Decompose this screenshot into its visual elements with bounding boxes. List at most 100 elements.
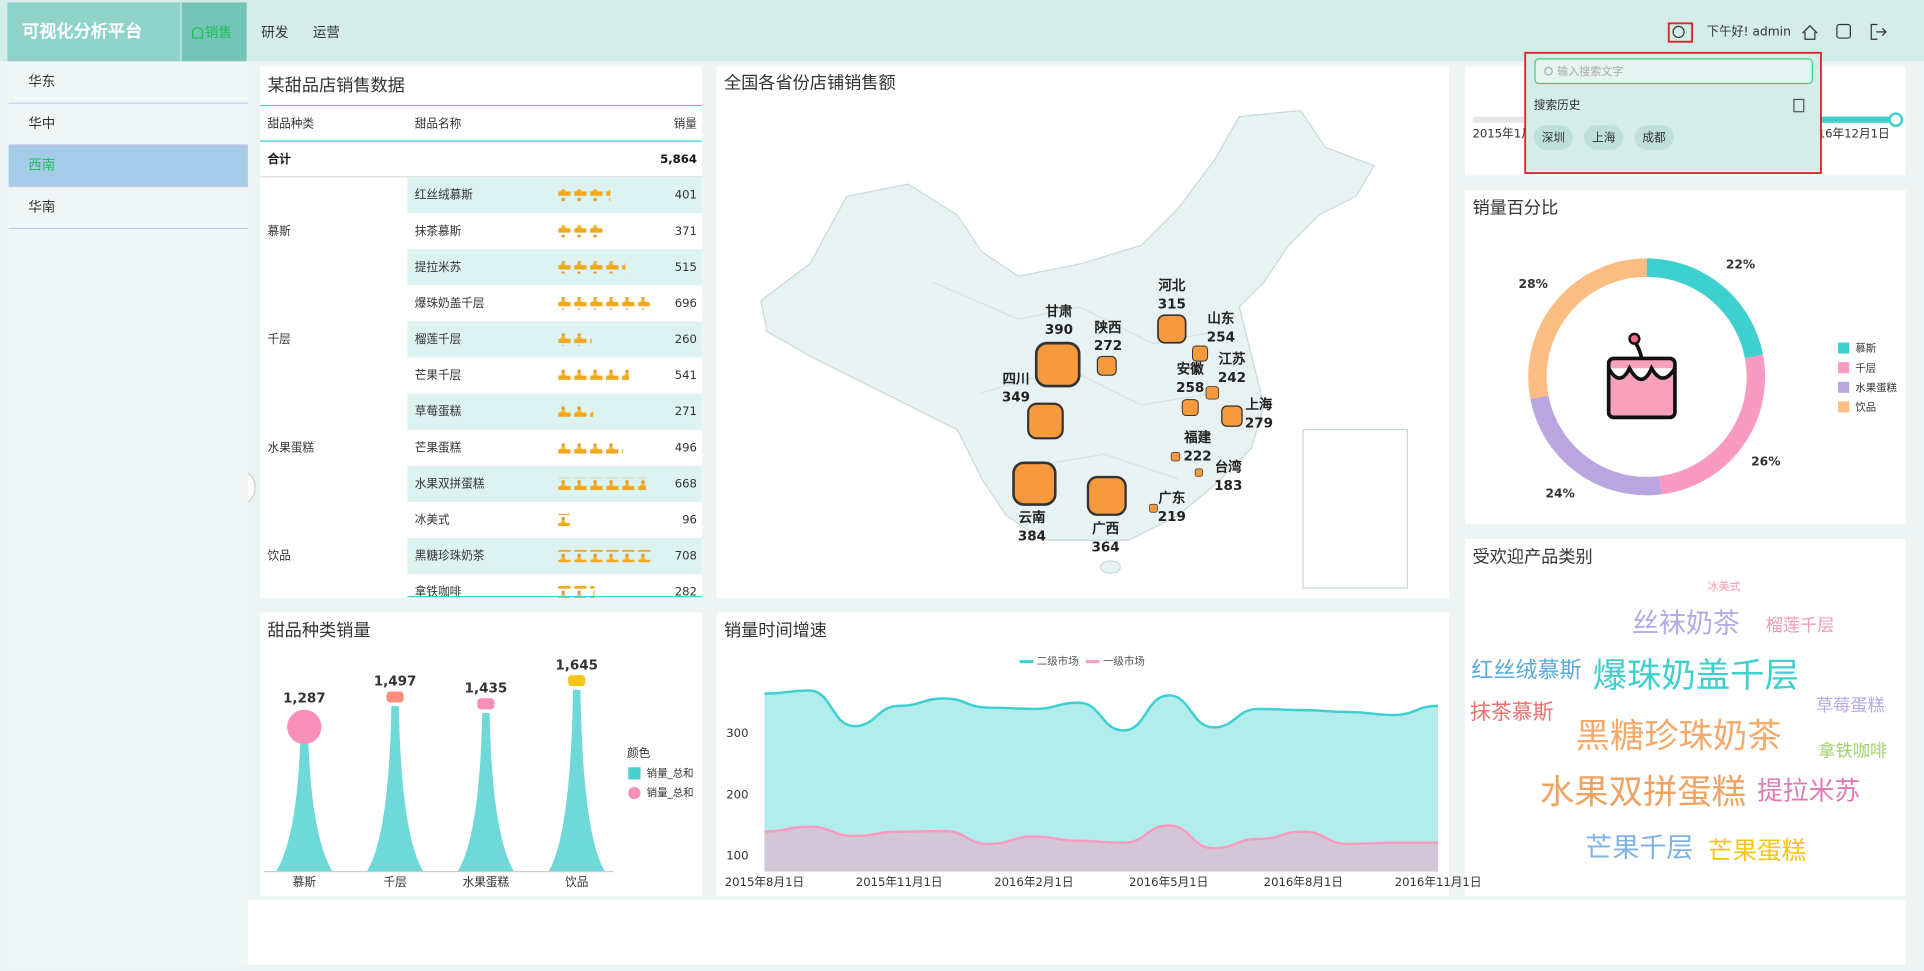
province-value: 315 <box>1158 296 1186 312</box>
x-tick-label: 2016年5月1日 <box>1129 875 1208 889</box>
x-tick-label: 慕斯 <box>293 875 317 889</box>
topper <box>287 709 322 745</box>
pictorial-bar <box>457 713 515 872</box>
word: 抹茶慕斯 <box>1470 700 1554 724</box>
icon-bar <box>557 297 650 310</box>
table-name: 红丝绒慕斯 <box>415 188 474 202</box>
brand-box <box>7 2 181 62</box>
word: 红丝绒慕斯 <box>1471 657 1581 683</box>
word: 水果双拼蛋糕 <box>1540 773 1746 813</box>
province-name: 陕西 <box>1095 319 1122 336</box>
table-value: 401 <box>675 188 697 202</box>
trash-icon[interactable] <box>1793 98 1805 113</box>
province-value: 183 <box>1214 478 1242 494</box>
history-tag[interactable] <box>1533 125 1574 150</box>
table-row-bg <box>407 321 702 358</box>
greeting: 下午好! admin <box>1707 24 1791 38</box>
collapse-handle[interactable] <box>247 472 256 503</box>
store-marker <box>1027 402 1064 440</box>
donut-label: 26% <box>1751 455 1780 469</box>
word: 拿铁咖啡 <box>1818 740 1887 761</box>
search-input[interactable] <box>1534 58 1813 85</box>
sidebar <box>7 61 248 967</box>
legend-swatch <box>1838 342 1850 354</box>
nav-icon <box>192 27 204 39</box>
wordcloud-panel <box>1465 538 1906 897</box>
nav-item[interactable]: 运营 <box>313 25 340 41</box>
donut-segment <box>1659 354 1766 495</box>
input-icon <box>1544 66 1553 76</box>
history-tag[interactable] <box>1634 125 1674 150</box>
icon-bar <box>557 369 629 382</box>
nav-item[interactable]: 销售 <box>205 25 232 41</box>
table-row-bg <box>407 177 702 214</box>
sidebar-item[interactable]: 华南 <box>28 199 55 215</box>
history-tag[interactable] <box>1584 125 1624 150</box>
panel-title: 销量百分比 <box>1472 199 1558 219</box>
table-row-bg <box>407 249 702 286</box>
legend-label: 水果蛋糕 <box>1855 381 1897 394</box>
store-marker <box>1205 386 1220 400</box>
legend-swatch <box>628 767 641 780</box>
donut-label: 22% <box>1726 258 1755 272</box>
store-marker <box>1086 475 1127 516</box>
icon-bar <box>557 261 626 274</box>
word: 芒果蛋糕 <box>1708 836 1806 865</box>
sidebar-item[interactable]: 华东 <box>28 74 55 90</box>
icon-bar <box>557 441 624 454</box>
table-name: 芒果千层 <box>415 368 462 382</box>
word: 草莓蛋糕 <box>1816 696 1885 716</box>
x-tick-label: 2015年11月1日 <box>856 875 943 889</box>
sidebar-active[interactable] <box>8 144 248 187</box>
legend-label: 一级市场 <box>1103 655 1145 668</box>
legend-title: 颜色 <box>627 746 651 760</box>
table-row-bg <box>407 393 702 430</box>
donut-label: 28% <box>1519 277 1548 291</box>
topper <box>477 698 495 710</box>
word: 爆珠奶盖千层 <box>1593 656 1799 696</box>
chart-icon[interactable] <box>1836 23 1851 39</box>
province-value: 384 <box>1018 528 1046 544</box>
topper <box>568 675 586 687</box>
table-row-bg <box>407 538 702 575</box>
store-marker <box>1194 468 1203 477</box>
topper <box>386 691 404 703</box>
province-value: 272 <box>1094 338 1122 354</box>
y-tick-label: 200 <box>726 787 748 801</box>
table-value: 541 <box>675 368 697 382</box>
slider-knob[interactable] <box>1888 112 1904 128</box>
icon-bar <box>557 586 595 598</box>
table-value: 96 <box>682 512 697 526</box>
table-value: 708 <box>675 549 697 563</box>
province-value: 222 <box>1184 449 1212 465</box>
search-placeholder: 输入搜索文字 <box>1557 64 1623 78</box>
y-tick-label: 300 <box>726 726 748 740</box>
legend-label: 二级市场 <box>1037 655 1079 668</box>
store-marker <box>1221 405 1243 427</box>
legend-swatch <box>1838 381 1850 393</box>
bar-value-label: 1,645 <box>555 657 598 673</box>
donut-segment <box>1528 258 1647 400</box>
sidebar-item[interactable]: 华中 <box>28 116 55 132</box>
nav-item[interactable]: 研发 <box>261 25 288 41</box>
logout-icon[interactable] <box>1870 23 1887 40</box>
table-header: 甜品名称 <box>415 116 462 130</box>
donut-segment <box>1646 258 1763 359</box>
province-name: 四川 <box>1002 371 1029 387</box>
table-value: 260 <box>675 332 697 346</box>
store-marker <box>1012 461 1057 506</box>
bar-value-label: 1,287 <box>283 691 326 707</box>
table-value: 696 <box>675 296 697 310</box>
sidebar-item[interactable]: 西南 <box>28 158 55 174</box>
province-name: 福建 <box>1183 429 1211 446</box>
table-total-value: 5,864 <box>660 152 697 166</box>
word: 提拉米苏 <box>1757 776 1860 806</box>
home-icon[interactable] <box>1802 24 1818 40</box>
search-button[interactable] <box>1667 22 1694 43</box>
app-title: 可视化分析平台 <box>22 21 142 42</box>
province-value: 219 <box>1158 509 1186 525</box>
store-marker <box>1181 399 1199 417</box>
table-name: 榴莲千层 <box>415 332 462 346</box>
x-tick-label: 饮品 <box>565 875 588 889</box>
store-marker <box>1170 451 1181 462</box>
